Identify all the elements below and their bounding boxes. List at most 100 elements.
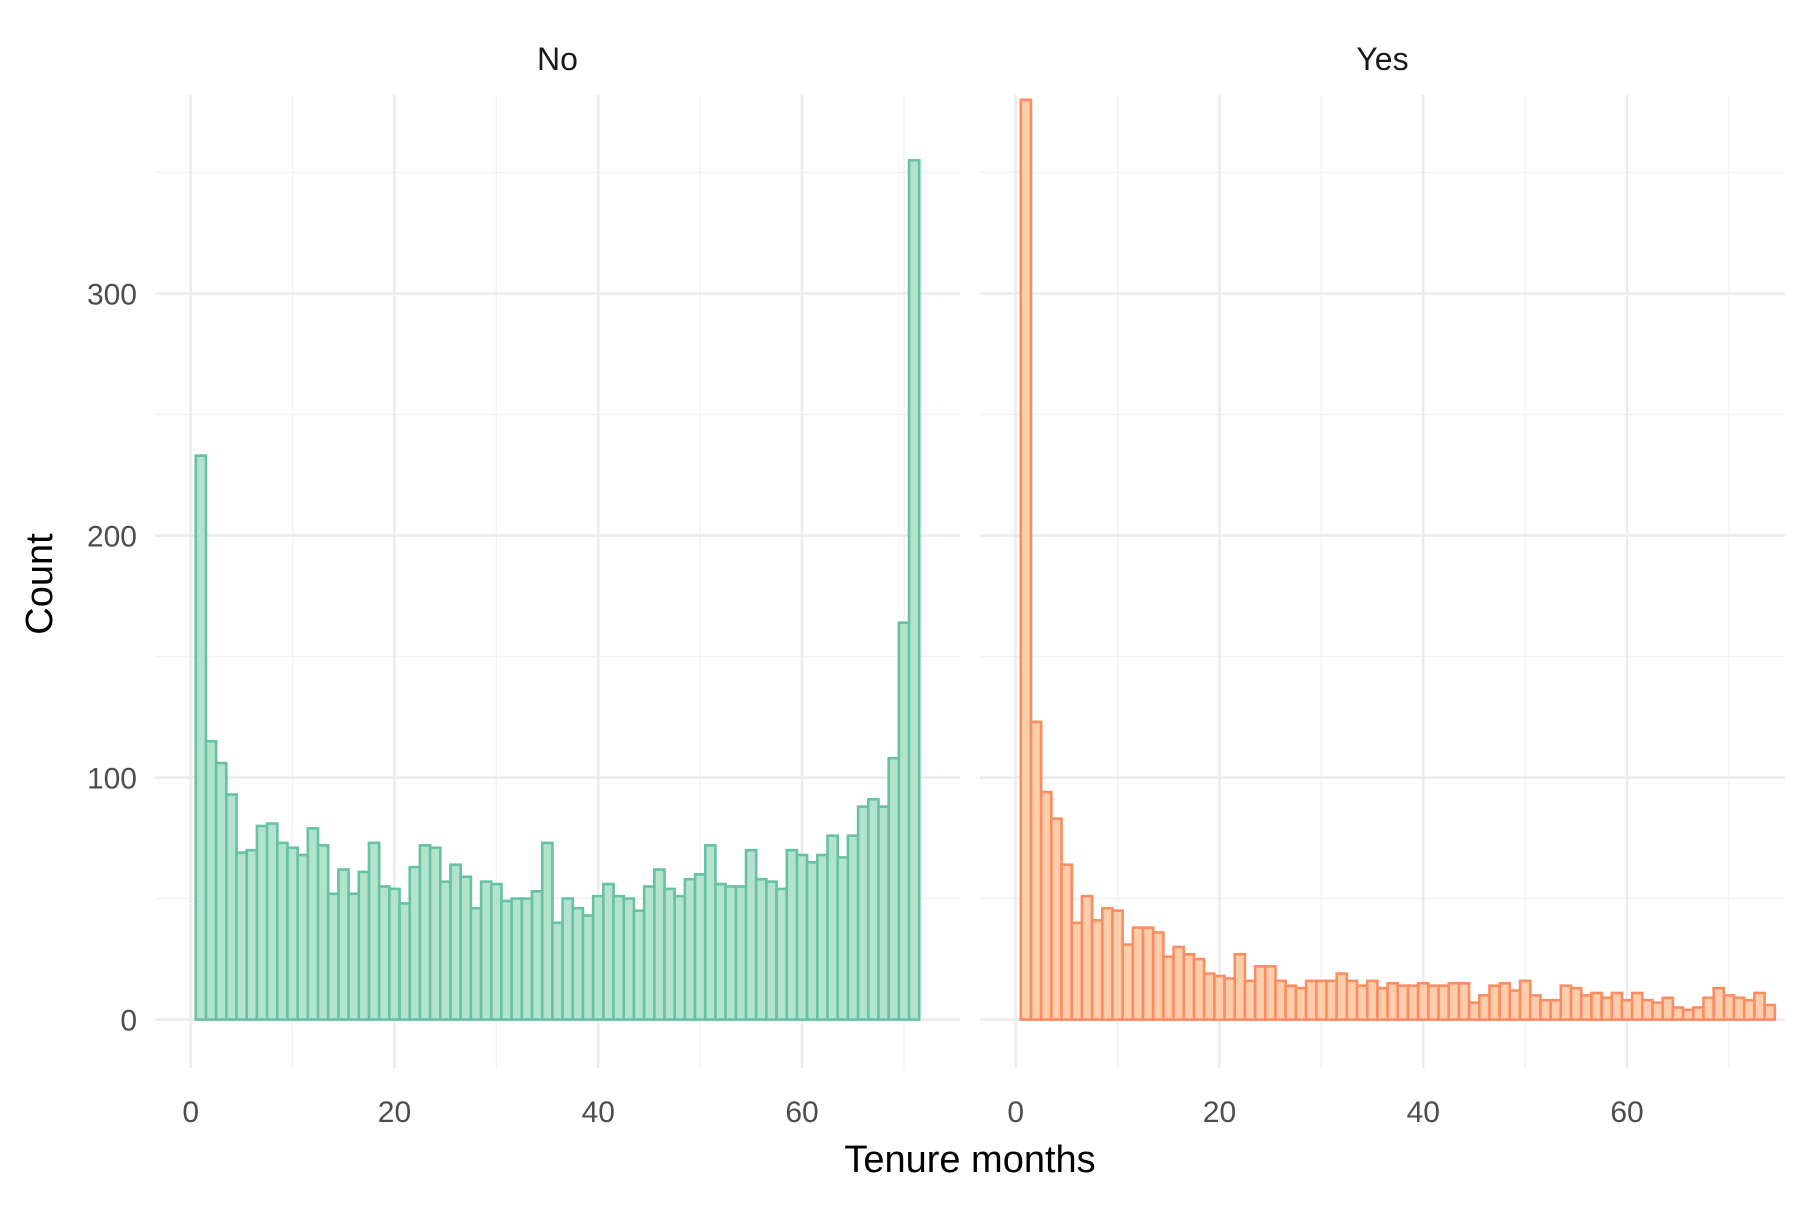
histogram-bar bbox=[326, 892, 340, 1021]
x-axis-labels: 0 20 40 60 0 20 40 60 bbox=[182, 1096, 1643, 1129]
histogram-bar bbox=[1478, 994, 1491, 1021]
histogram-bar bbox=[1355, 984, 1369, 1021]
histogram-bar bbox=[785, 848, 799, 1021]
histogram-bar bbox=[1416, 981, 1430, 1021]
histogram-bar bbox=[1029, 720, 1043, 1021]
histogram-bar bbox=[1151, 931, 1165, 1021]
histogram-bar bbox=[530, 890, 544, 1021]
panel-no: No bbox=[155, 41, 960, 1068]
histogram-bar bbox=[489, 882, 503, 1021]
histogram-bar bbox=[1243, 979, 1257, 1021]
histogram-bar bbox=[1742, 998, 1756, 1021]
histogram-bar bbox=[275, 841, 289, 1021]
histogram-bar bbox=[255, 824, 269, 1021]
histogram-bar bbox=[1671, 1006, 1685, 1021]
histogram-bar bbox=[663, 887, 676, 1021]
histogram-bar bbox=[1406, 984, 1420, 1021]
histogram-bar bbox=[1090, 919, 1104, 1021]
panel-yes: Yes bbox=[980, 41, 1785, 1068]
histogram-bar bbox=[398, 902, 412, 1021]
histogram-bar bbox=[469, 906, 483, 1021]
histogram-bar bbox=[632, 909, 646, 1021]
histogram-bar bbox=[877, 805, 890, 1021]
x-tick-label: 40 bbox=[582, 1096, 615, 1129]
histogram-bar bbox=[337, 868, 350, 1021]
histogram-bar bbox=[571, 906, 585, 1021]
histogram-bar bbox=[591, 894, 605, 1021]
histogram-bar bbox=[907, 159, 921, 1021]
histogram-bar bbox=[235, 851, 249, 1021]
histogram-bar bbox=[1325, 979, 1338, 1021]
histogram-bar bbox=[1702, 996, 1715, 1021]
y-tick-label: 0 bbox=[120, 1005, 137, 1038]
histogram-bar bbox=[1661, 996, 1675, 1021]
histogram-bar bbox=[286, 846, 299, 1021]
histogram-bar bbox=[653, 868, 666, 1021]
histogram-bar bbox=[1111, 909, 1124, 1021]
histogram-bar bbox=[479, 880, 493, 1021]
histogram-bar bbox=[1763, 1003, 1777, 1021]
histogram-bar bbox=[1722, 994, 1736, 1021]
histogram-bar bbox=[816, 853, 829, 1021]
histogram-bar bbox=[1253, 965, 1267, 1021]
histogram-bar bbox=[1396, 984, 1410, 1021]
histogram-bar bbox=[1590, 991, 1603, 1021]
histogram-bar bbox=[1060, 863, 1074, 1021]
histogram-bar bbox=[367, 841, 381, 1021]
x-tick-label: 60 bbox=[1610, 1096, 1643, 1129]
histogram-bar bbox=[602, 882, 615, 1021]
histogram-bar bbox=[846, 834, 860, 1021]
histogram-bar bbox=[1681, 1008, 1695, 1021]
histogram-bar bbox=[347, 892, 361, 1021]
histogram-bar bbox=[306, 827, 320, 1021]
histogram-bar bbox=[1376, 986, 1389, 1021]
histogram-bar bbox=[703, 844, 717, 1021]
histogram-bar bbox=[1172, 945, 1186, 1021]
histogram-bar bbox=[1447, 981, 1461, 1021]
histogram-bar bbox=[1121, 943, 1135, 1021]
histogram-bar bbox=[520, 897, 534, 1021]
histogram-bar bbox=[765, 880, 778, 1021]
histogram-bar bbox=[1070, 921, 1084, 1021]
histogram-bar bbox=[673, 894, 687, 1021]
histogram-bar bbox=[1467, 1001, 1481, 1021]
histogram-bar bbox=[408, 865, 422, 1021]
histogram-bar bbox=[1386, 981, 1400, 1021]
histogram-bar bbox=[1345, 979, 1359, 1021]
histogram-bar bbox=[1528, 994, 1542, 1021]
histogram-bar bbox=[1610, 991, 1624, 1021]
histogram-bar bbox=[887, 756, 901, 1021]
histogram-bar bbox=[1335, 972, 1349, 1021]
histogram-bar bbox=[1141, 926, 1155, 1021]
histogram-bar bbox=[1427, 984, 1440, 1021]
histogram-bar bbox=[805, 860, 819, 1021]
histogram-bar bbox=[1162, 955, 1175, 1021]
histogram-bar bbox=[1518, 979, 1532, 1021]
histogram-bar bbox=[1131, 926, 1145, 1021]
facet-label-yes: Yes bbox=[1356, 41, 1408, 77]
histogram-bar bbox=[754, 877, 768, 1021]
x-tick-label: 20 bbox=[1203, 1096, 1236, 1129]
histogram-bar bbox=[1620, 998, 1634, 1021]
histogram-bar bbox=[1264, 965, 1277, 1021]
histogram-bar bbox=[245, 848, 259, 1021]
histogram-bar bbox=[1192, 957, 1206, 1021]
histogram-bar bbox=[744, 848, 758, 1021]
histogram-bar bbox=[551, 921, 564, 1021]
histogram-bar bbox=[1314, 979, 1328, 1021]
histogram-bar bbox=[1182, 952, 1196, 1021]
histogram-bar bbox=[1050, 817, 1063, 1021]
histogram-bar bbox=[388, 887, 401, 1021]
y-axis-title: Count bbox=[19, 533, 61, 635]
histogram-bar bbox=[1080, 894, 1094, 1021]
histogram-bar bbox=[1437, 984, 1451, 1021]
histogram-bar bbox=[1712, 986, 1726, 1021]
histogram-bar bbox=[1559, 984, 1573, 1021]
histogram-bar bbox=[1488, 984, 1501, 1021]
y-tick-label: 100 bbox=[87, 763, 137, 796]
histogram-bar bbox=[1549, 998, 1563, 1021]
histogram-bar bbox=[540, 841, 554, 1021]
histogram-bar bbox=[1213, 974, 1226, 1021]
histogram-bar bbox=[377, 885, 391, 1021]
